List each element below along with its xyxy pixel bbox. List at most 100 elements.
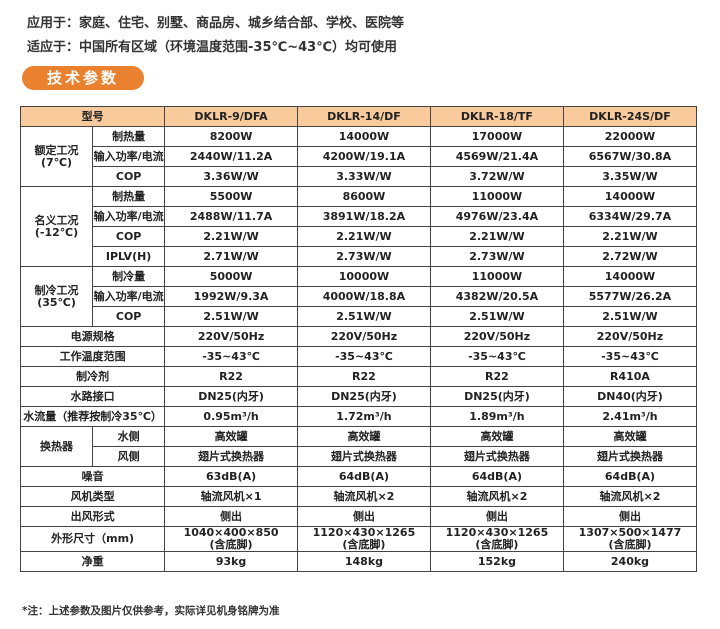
table-cell: 6334W/29.7A: [562, 206, 698, 227]
row-label: 输入功率/电流: [92, 206, 166, 227]
row-label: COP: [92, 306, 166, 327]
table-row: 制冷剂 R22 R22 R22 R410A: [19, 366, 698, 387]
table-cell: 11000W: [429, 186, 564, 207]
table-cell: 3.72W/W: [429, 166, 564, 187]
row-label: 水路接口: [19, 386, 166, 407]
spec-table: 型号 DKLR-9/DFA DKLR-14/DF DKLR-18/TF DKLR-24S…: [19, 106, 698, 572]
group-label: 名义工况 (-12℃): [19, 186, 94, 267]
table-cell: 220V/50Hz: [562, 326, 698, 347]
table-row: 净重 93kg 148kg 152kg 240kg: [19, 551, 698, 572]
table-cell: 高效罐: [429, 426, 564, 447]
table-row: 水流量（推荐按制冷35℃） 0.95m³/h 1.72m³/h 1.89m³/h 2.4…: [19, 406, 698, 427]
table-row: 名义工况 (-12℃) 制热量 5500W 8600W 11000W 14000W: [19, 186, 698, 267]
table-cell: 翅片式换热器: [164, 446, 298, 467]
table-cell: 148kg: [296, 551, 431, 572]
table-cell: 6567W/30.8A: [562, 146, 698, 167]
table-cell: 5500W: [164, 186, 298, 207]
table-cell: 220V/50Hz: [429, 326, 564, 347]
table-row: 风机类型 轴流风机×1 轴流风机×2 轴流风机×2 轴流风机×2: [19, 486, 698, 507]
row-label: 风侧: [92, 446, 166, 467]
table-cell: 2.21W/W: [296, 226, 431, 247]
table-row: 型号 DKLR-9/DFA DKLR-14/DF DKLR-18/TF DKLR-24S…: [19, 106, 698, 127]
row-label: 工作温度范围: [19, 346, 166, 367]
table-cell: 8200W: [164, 126, 298, 147]
table-cell: 2.51W/W: [296, 306, 431, 327]
table-cell: 5000W: [164, 266, 298, 287]
table-cell: 3891W/18.2A: [296, 206, 431, 227]
table-cell: 2.21W/W: [429, 226, 564, 247]
table-cell: 翅片式换热器: [296, 446, 431, 467]
row-label: COP: [92, 226, 166, 247]
row-label: 出风形式: [19, 506, 166, 527]
table-row: 制冷工况 (35℃) 制冷量 5000W 10000W 11000W 14000W: [19, 266, 698, 327]
table-row: 输入功率/电流 2488W/11.7A 3891W/18.2A 4976W/23.4A…: [21, 206, 698, 227]
table-cell: 4382W/20.5A: [429, 286, 564, 307]
table-cell: 3.36W/W: [164, 166, 298, 187]
table-cell: 3.33W/W: [296, 166, 431, 187]
model-header: DKLR-18/TF: [429, 106, 564, 127]
table-cell: 4569W/21.4A: [429, 146, 564, 167]
table-cell: DN25(内牙): [429, 386, 564, 407]
table-cell: R410A: [562, 366, 698, 387]
table-cell: 1.89m³/h: [429, 406, 564, 427]
table-cell: 0.95m³/h: [164, 406, 298, 427]
table-cell: 高效罐: [164, 426, 298, 447]
group-label: 额定工况 (7℃): [19, 126, 94, 187]
table-cell: 14000W: [562, 186, 698, 207]
table-row: 水路接口 DN25(内牙) DN25(内牙) DN25(内牙) DN40(内牙): [19, 386, 698, 407]
table-cell: 8600W: [296, 186, 431, 207]
table-row: COP 3.36W/W 3.33W/W 3.72W/W 3.35W/W: [21, 166, 698, 187]
table-cell: DN40(内牙): [562, 386, 698, 407]
row-label: 制热量: [92, 126, 166, 147]
table-cell: 1120×430×1265 (含底脚): [296, 526, 431, 552]
header-label: 型号: [19, 106, 166, 127]
table-cell: 轴流风机×1: [164, 486, 298, 507]
row-label: 风机类型: [19, 486, 166, 507]
table-cell: 2.51W/W: [562, 306, 698, 327]
table-cell: 侧出: [296, 506, 431, 527]
group-label: 换热器: [19, 426, 94, 467]
table-cell: 高效罐: [296, 426, 431, 447]
table-cell: R22: [164, 366, 298, 387]
table-cell: DN25(内牙): [296, 386, 431, 407]
table-cell: -35~43℃: [164, 346, 298, 367]
table-row: COP 2.21W/W 2.21W/W 2.21W/W 2.21W/W: [21, 226, 698, 247]
row-label: 噪音: [19, 466, 166, 487]
table-cell: 14000W: [562, 266, 698, 287]
table-cell: 93kg: [164, 551, 298, 572]
table-cell: 轴流风机×2: [429, 486, 564, 507]
group-label: 制冷工况 (35℃): [19, 266, 94, 327]
table-cell: 10000W: [296, 266, 431, 287]
row-label: 水侧: [92, 426, 166, 447]
table-row: 换热器 水侧 高效罐 高效罐 高效罐 高效罐: [19, 426, 698, 467]
table-cell: 翅片式换热器: [562, 446, 698, 467]
table-cell: 4200W/19.1A: [296, 146, 431, 167]
table-cell: 2.73W/W: [429, 246, 564, 267]
row-label: 净重: [19, 551, 166, 572]
table-cell: 高效罐: [562, 426, 698, 447]
table-row: 输入功率/电流 1992W/9.3A 4000W/18.8A 4382W/20.5A 5…: [21, 286, 698, 307]
table-cell: 2.21W/W: [562, 226, 698, 247]
table-cell: 152kg: [429, 551, 564, 572]
table-cell: 2.21W/W: [164, 226, 298, 247]
table-cell: 3.35W/W: [562, 166, 698, 187]
table-cell: 2488W/11.7A: [164, 206, 298, 227]
table-cell: 4000W/18.8A: [296, 286, 431, 307]
table-cell: 64dB(A): [296, 466, 431, 487]
footnote: *注：上述参数及图片仅供参考，实际详见机身铭牌为准: [22, 605, 280, 617]
row-label: 制冷剂: [19, 366, 166, 387]
table-row: 外形尺寸（mm) 1040×400×850 (含底脚) 1120×430×1265 (含…: [19, 526, 698, 552]
table-cell: 2440W/11.2A: [164, 146, 298, 167]
table-cell: 1040×400×850 (含底脚): [164, 526, 298, 552]
table-row: 噪音 63dB(A) 64dB(A) 64dB(A) 64dB(A): [19, 466, 698, 487]
table-cell: -35~43℃: [562, 346, 698, 367]
model-header: DKLR-9/DFA: [164, 106, 298, 127]
table-row: IPLV(H) 2.71W/W 2.73W/W 2.73W/W 2.72W/W: [21, 246, 698, 267]
table-row: COP 2.51W/W 2.51W/W 2.51W/W 2.51W/W: [21, 306, 698, 327]
section-title: 技术参数: [22, 66, 144, 90]
table-cell: 220V/50Hz: [164, 326, 298, 347]
table-cell: 240kg: [562, 551, 698, 572]
table-cell: 22000W: [562, 126, 698, 147]
table-cell: 1307×500×1477 (含底脚): [562, 526, 698, 552]
row-label: 水流量（推荐按制冷35℃）: [19, 406, 166, 427]
